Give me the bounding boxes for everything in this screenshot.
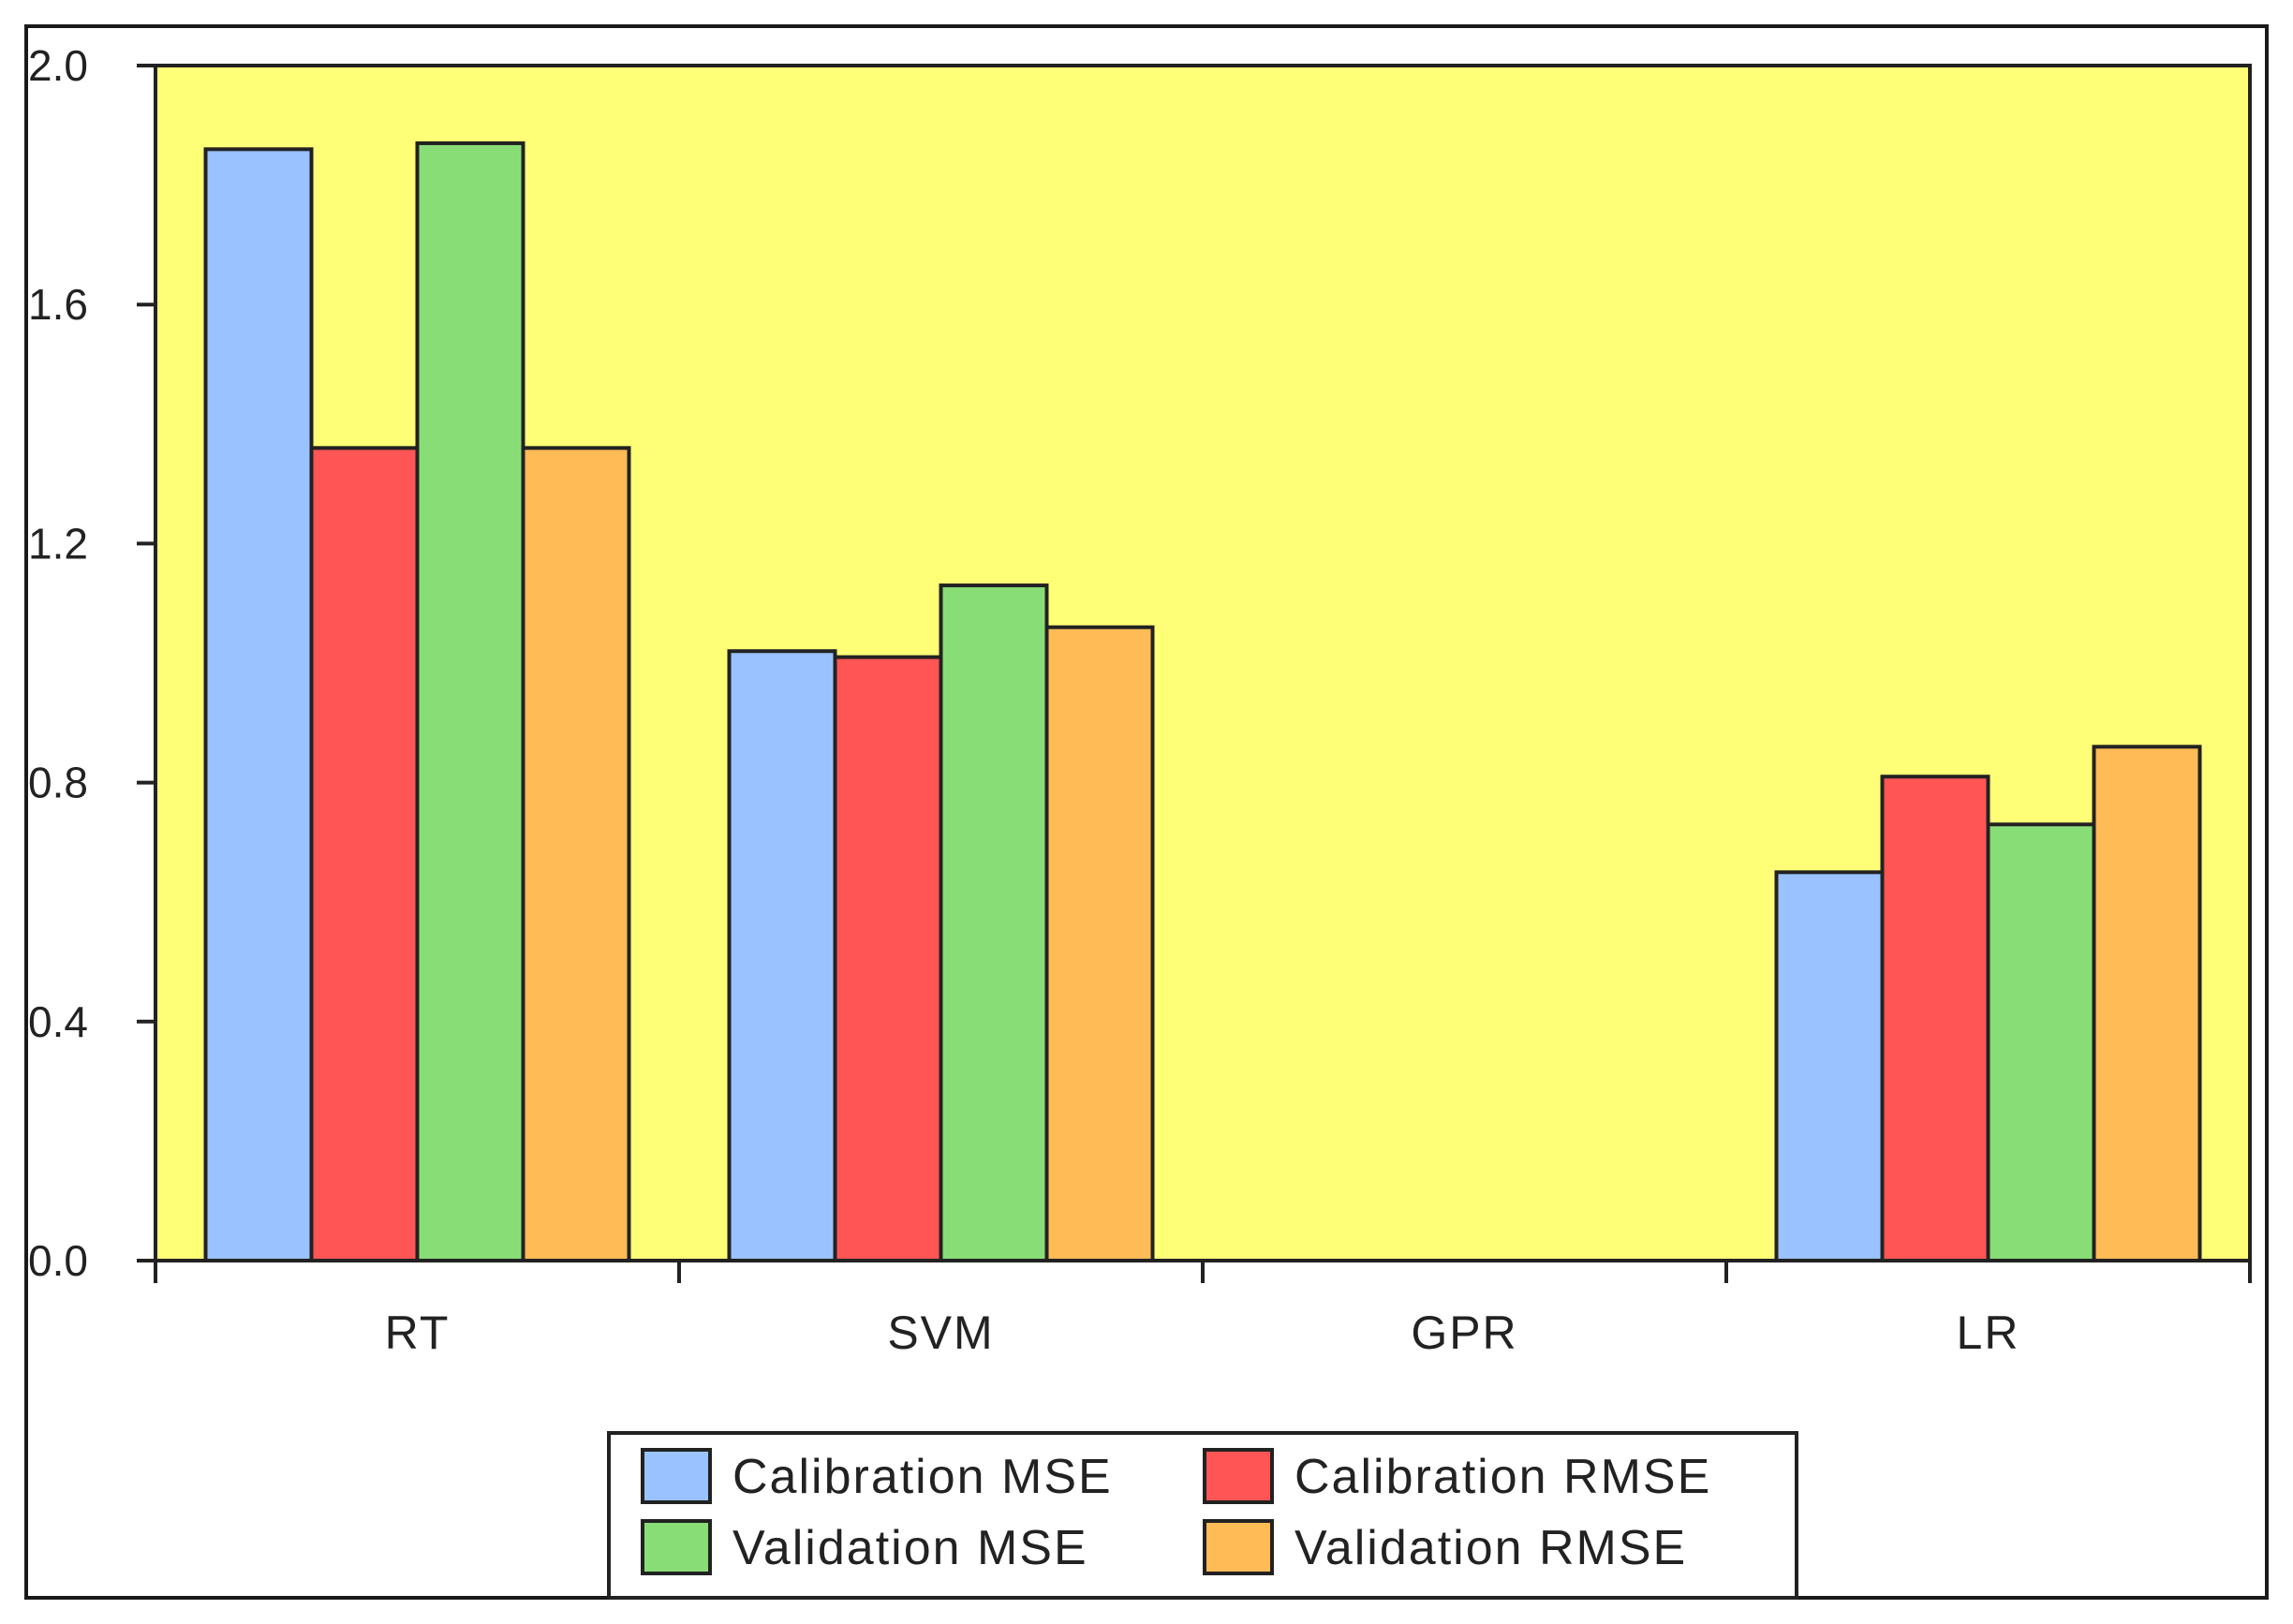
legend: Calibration MSE Calibration RMSE Validatio… [607, 1431, 1798, 1600]
bar-svm-validation-mse [939, 583, 1049, 1262]
y-tick-label: 1.2 [28, 519, 88, 568]
x-category-label: RT [385, 1307, 451, 1359]
y-tick-label: 0.8 [28, 759, 88, 807]
bar-lr-calibration-mse [1774, 870, 1885, 1262]
bar-svm-calibration-mse [727, 649, 837, 1262]
y-axis-ticks: 0.0 0.4 0.8 1.2 1.6 2.0 [28, 41, 155, 1285]
bars-group [203, 140, 2202, 1263]
bar-lr-validation-rmse [2092, 745, 2202, 1262]
legend-swatch [1203, 1448, 1274, 1504]
bar-svm-calibration-rmse [833, 655, 943, 1262]
legend-swatch [641, 1519, 712, 1575]
legend-label: Calibration RMSE [1294, 1450, 1711, 1504]
y-tick-label: 0.4 [28, 997, 88, 1046]
bar-rt-calibration-mse [203, 147, 314, 1263]
x-axis-ticks: RT SVM GPR LR [154, 1261, 2252, 1359]
bar-rt-validation-mse [415, 140, 525, 1263]
legend-swatch [1203, 1519, 1274, 1575]
x-category-label: GPR [1411, 1307, 1517, 1359]
x-category-label: SVM [887, 1307, 994, 1359]
y-tick-label: 2.0 [28, 41, 88, 90]
bar-rt-calibration-rmse [309, 446, 420, 1262]
bar-lr-validation-mse [1986, 822, 2096, 1262]
bar-lr-calibration-rmse [1880, 775, 1990, 1262]
legend-label: Calibration MSE [732, 1450, 1113, 1504]
y-tick-label: 1.6 [28, 280, 88, 329]
x-category-label: LR [1957, 1307, 2020, 1359]
legend-swatch [641, 1448, 712, 1504]
bar-rt-validation-rmse [521, 446, 631, 1262]
y-tick-label: 0.0 [28, 1236, 88, 1285]
bar-svm-validation-rmse [1044, 625, 1155, 1262]
legend-label: Validation MSE [732, 1521, 1088, 1575]
legend-label: Validation RMSE [1294, 1521, 1687, 1575]
